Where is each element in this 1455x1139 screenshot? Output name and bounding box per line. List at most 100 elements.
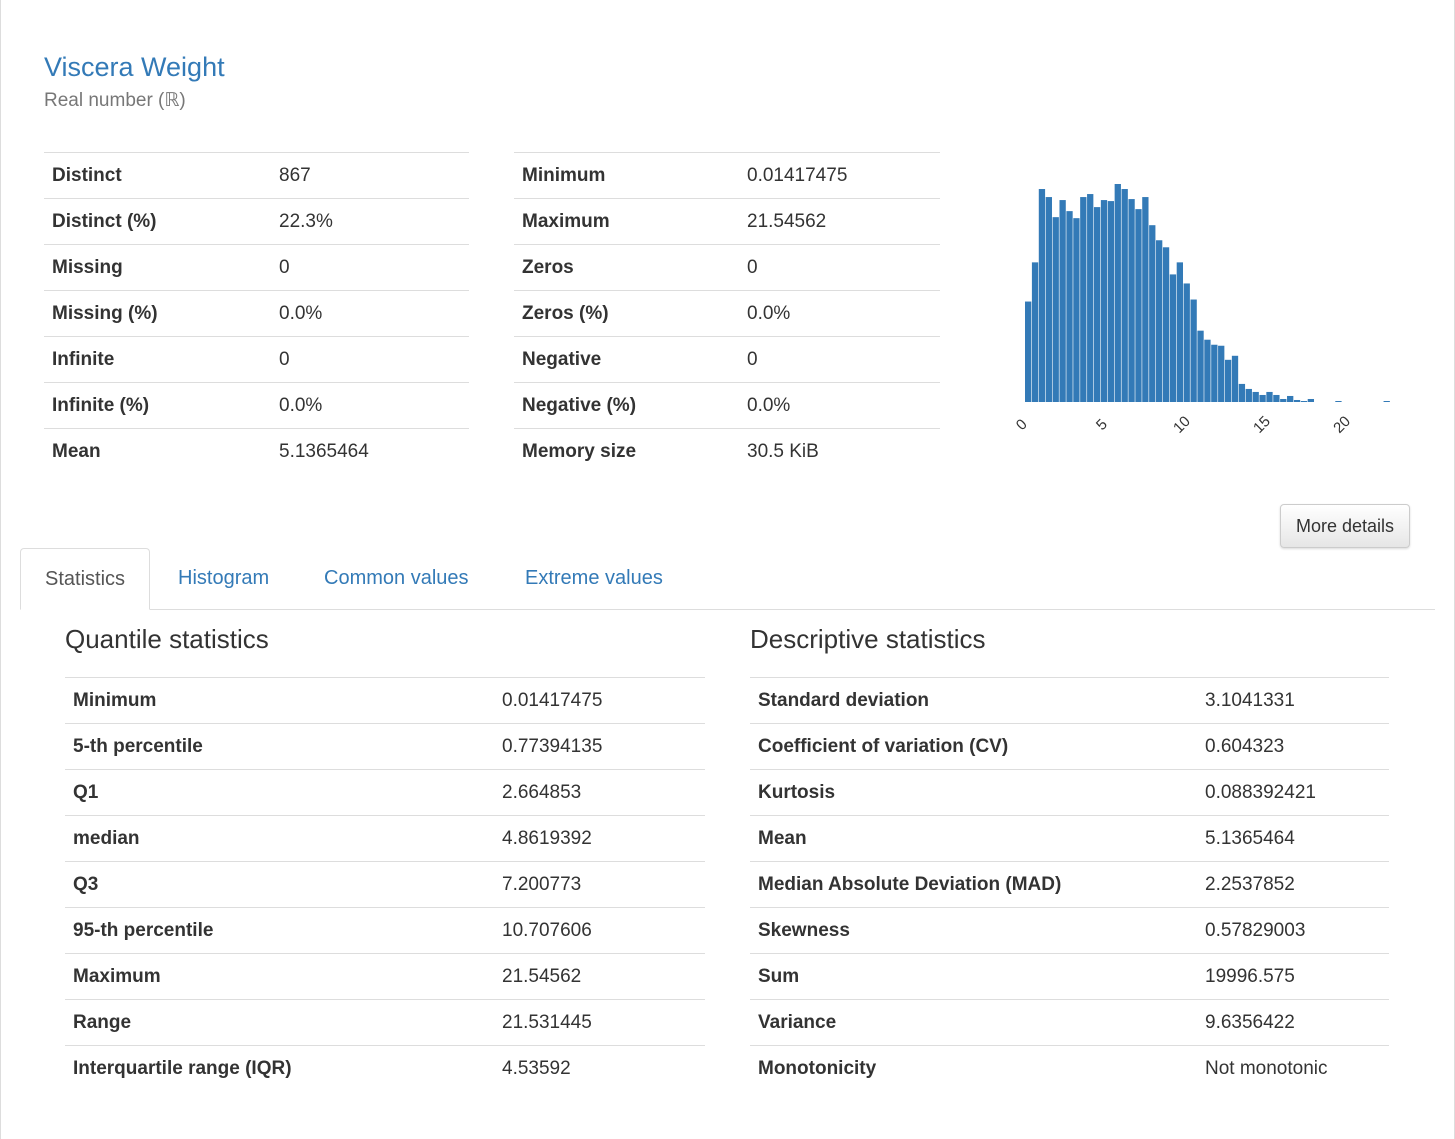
stat-value: 0.57829003: [1197, 907, 1389, 954]
histogram-bar: [1197, 330, 1204, 402]
histogram-tick-label: 0: [1013, 416, 1031, 434]
histogram-bar: [1114, 184, 1121, 402]
histogram-tick-label: 10: [1170, 413, 1194, 437]
stat-label: 95-th percentile: [65, 907, 494, 954]
histogram-bar: [1038, 189, 1046, 402]
stat-label: Maximum: [514, 198, 739, 245]
summary-table-right: Minimum 0.01417475 Maximum 21.54562 Zeros 0…: [514, 152, 940, 475]
stat-label: Sum: [750, 953, 1197, 1000]
histogram-tick-label: 20: [1330, 413, 1354, 437]
stat-value: 0: [739, 244, 940, 291]
histogram-bar: [1259, 394, 1266, 402]
tab-common-values[interactable]: Common values: [324, 567, 469, 589]
table-row: Distinct (%) 22.3%: [44, 198, 469, 245]
stat-label: Variance: [750, 999, 1197, 1046]
histogram-bar: [1156, 240, 1163, 402]
variable-title[interactable]: Viscera Weight: [44, 52, 225, 82]
stat-label: Distinct (%): [44, 198, 271, 245]
histogram-tick-label: 15: [1250, 413, 1274, 437]
stat-value: 4.8619392: [494, 815, 705, 862]
table-row: Sum 19996.575: [750, 953, 1389, 1000]
stat-value: 7.200773: [494, 861, 705, 908]
histogram-bars: [1025, 184, 1390, 402]
stat-value: 0.604323: [1197, 723, 1389, 770]
stat-value: Not monotonic: [1197, 1045, 1389, 1092]
stat-value: 3.1041331: [1197, 677, 1389, 724]
table-row: Distinct 867: [44, 152, 469, 199]
histogram-bar: [1031, 262, 1039, 402]
stat-label: Missing (%): [44, 290, 271, 337]
stat-label: Q1: [65, 769, 494, 816]
histogram-bar: [1190, 299, 1197, 402]
stat-label: Mean: [750, 815, 1197, 862]
table-row: Infinite 0: [44, 336, 469, 383]
histogram-bar: [1287, 395, 1294, 402]
stat-value: 9.6356422: [1197, 999, 1389, 1046]
histogram-bar: [1169, 274, 1177, 402]
stat-label: Range: [65, 999, 494, 1046]
histogram-x-ticks: 0 5 10 15 20: [1013, 413, 1354, 437]
tab-extreme-values[interactable]: Extreme values: [525, 567, 663, 589]
histogram-bar: [1162, 247, 1170, 402]
histogram-bar: [1252, 391, 1259, 402]
histogram-bar: [1087, 194, 1094, 402]
table-row: Median Absolute Deviation (MAD) 2.2537852: [750, 861, 1389, 908]
table-row: Infinite (%) 0.0%: [44, 382, 469, 429]
tab-statistics[interactable]: Statistics: [20, 548, 151, 610]
stat-label: Zeros (%): [514, 290, 739, 337]
histogram-bar: [1121, 189, 1128, 402]
stat-value: 0.77394135: [494, 723, 705, 770]
histogram-bar: [1245, 388, 1252, 402]
histogram-bar: [1135, 209, 1142, 402]
table-row: Minimum 0.01417475: [65, 677, 705, 724]
table-row: Zeros (%) 0.0%: [514, 290, 940, 337]
table-row: Maximum 21.54562: [514, 198, 940, 245]
histogram-bar: [1266, 391, 1273, 402]
more-details-button[interactable]: More details: [1280, 504, 1410, 548]
table-row: Standard deviation 3.1041331: [750, 677, 1389, 724]
stat-label: 5-th percentile: [65, 723, 494, 770]
table-row: Zeros 0: [514, 244, 940, 291]
histogram-bar: [1045, 197, 1052, 402]
table-row: Negative (%) 0.0%: [514, 382, 940, 429]
histogram-bar: [1231, 355, 1239, 402]
histogram-bar: [1211, 344, 1218, 402]
stat-value: 10.707606: [494, 907, 705, 954]
table-row: Mean 5.1365464: [44, 428, 469, 475]
histogram-bar: [1280, 398, 1287, 402]
stat-value: 21.54562: [494, 953, 705, 1000]
stat-value: 5.1365464: [271, 428, 469, 475]
stat-label: Skewness: [750, 907, 1197, 954]
table-row: median 4.8619392: [65, 815, 705, 862]
tab-histogram[interactable]: Histogram: [178, 567, 270, 589]
table-row: Kurtosis 0.088392421: [750, 769, 1389, 816]
stat-label: Standard deviation: [750, 677, 1197, 724]
table-row: Maximum 21.54562: [65, 953, 705, 1000]
stat-label: Minimum: [65, 677, 494, 724]
stat-value: 2.664853: [494, 769, 705, 816]
table-row: Skewness 0.57829003: [750, 907, 1389, 954]
quantile-statistics-title: Quantile statistics: [65, 624, 269, 654]
table-row: Q1 2.664853: [65, 769, 705, 816]
table-row: Variance 9.6356422: [750, 999, 1389, 1046]
histogram-bar: [1052, 217, 1059, 402]
histogram-bar: [1273, 394, 1280, 402]
stat-value: 0.088392421: [1197, 769, 1389, 816]
histogram-bar: [1073, 218, 1080, 402]
stat-value: 0.0%: [739, 382, 940, 429]
table-row: Monotonicity Not monotonic: [750, 1045, 1389, 1092]
stat-label: median: [65, 815, 494, 862]
stat-label: Minimum: [514, 152, 739, 199]
table-row: Interquartile range (IQR) 4.53592: [65, 1045, 705, 1092]
histogram-bar: [1142, 197, 1149, 402]
stat-value: 0: [739, 336, 940, 383]
histogram-bar: [1093, 207, 1101, 402]
histogram-bar: [1025, 301, 1032, 402]
stat-label: Coefficient of variation (CV): [750, 723, 1197, 770]
table-row: Missing 0: [44, 244, 469, 291]
stat-value: 21.54562: [739, 198, 940, 245]
mini-histogram: 0 5 10 15 20: [1013, 184, 1390, 437]
detail-tabs: Statistics Histogram Common values Extre…: [20, 548, 1435, 610]
stat-value: 30.5 KiB: [739, 428, 940, 475]
table-row: Missing (%) 0.0%: [44, 290, 469, 337]
